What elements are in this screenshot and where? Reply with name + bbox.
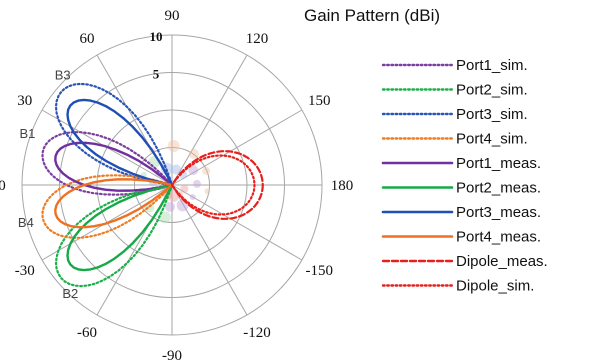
legend-label: Port1_meas. <box>456 155 541 172</box>
radial-tick-label: 10 <box>150 29 163 44</box>
center-clutter-blot <box>192 179 201 188</box>
series-curve <box>54 82 174 187</box>
polar-grid <box>21 34 323 336</box>
center-clutter-blot <box>167 140 180 153</box>
grid-spoke <box>171 109 303 186</box>
legend-label: Dipole_meas. <box>456 253 548 270</box>
angle-tick-labels: 90 60 30 0 -30 -60 -90 -120 -150 180 150 120 <box>0 8 353 362</box>
beam-label: B3 <box>55 67 71 82</box>
center-clutter-blot <box>189 194 196 200</box>
angle-tick-label: 0 <box>0 178 6 194</box>
series-curve <box>41 174 174 239</box>
series-curve <box>170 154 256 216</box>
center-clutter-blot <box>171 164 182 175</box>
legend-label: Port1_sim. <box>456 57 528 74</box>
legend-label: Port2_sim. <box>456 82 528 99</box>
angle-tick-label: -60 <box>77 325 97 341</box>
grid-spoke <box>171 184 303 261</box>
legend-label: Port4_sim. <box>456 131 528 148</box>
angle-tick-label: -150 <box>305 263 333 279</box>
beam-labels: B1 B2 B3 B4 <box>18 67 78 301</box>
angle-tick-label: 120 <box>246 31 269 47</box>
angle-tick-label: 150 <box>308 93 331 109</box>
series-curve <box>41 131 174 196</box>
legend-label: Port3_meas. <box>456 204 541 221</box>
center-clutter-blot <box>204 188 211 195</box>
angle-tick-label: 30 <box>17 93 32 109</box>
center-clutter-blot <box>188 165 199 176</box>
grid-spoke <box>171 184 248 316</box>
center-clutter-blot <box>158 211 171 224</box>
beam-label: B2 <box>62 286 78 301</box>
center-clutter-blot <box>188 148 199 159</box>
beam-label: B1 <box>19 126 35 141</box>
series-curve <box>66 98 174 187</box>
angle-tick-label: 60 <box>80 31 95 47</box>
angle-tick-label: 90 <box>165 8 180 24</box>
legend-label: Dipole_sim. <box>456 278 534 295</box>
legend-label: Port3_sim. <box>456 106 528 123</box>
legend-label: Port2_meas. <box>456 180 541 197</box>
legend: Port1_sim. Port2_sim. Port3_sim. Port4_sim.… <box>381 57 548 295</box>
angle-tick-label: 180 <box>331 178 354 194</box>
radial-tick-label: 5 <box>153 67 160 82</box>
series-curve <box>54 183 174 288</box>
angle-tick-label: -90 <box>162 348 182 362</box>
center-clutter-blot <box>165 201 176 212</box>
radial-tick-labels: 5 10 <box>150 29 163 82</box>
angle-tick-label: -30 <box>15 263 35 279</box>
series-curve <box>66 183 174 272</box>
beam-label: B4 <box>18 215 34 230</box>
chart-title: Gain Pattern (dBi) <box>304 6 440 25</box>
center-clutter-blot <box>180 184 189 193</box>
grid-spoke <box>171 54 248 186</box>
series-curve <box>54 178 174 229</box>
series-curves <box>41 82 264 288</box>
angle-tick-label: -120 <box>243 325 271 341</box>
series-curve <box>54 141 174 192</box>
legend-label: Port4_meas. <box>456 229 541 246</box>
center-clutter-blot <box>202 166 211 175</box>
center-clutter-blot <box>176 199 189 212</box>
